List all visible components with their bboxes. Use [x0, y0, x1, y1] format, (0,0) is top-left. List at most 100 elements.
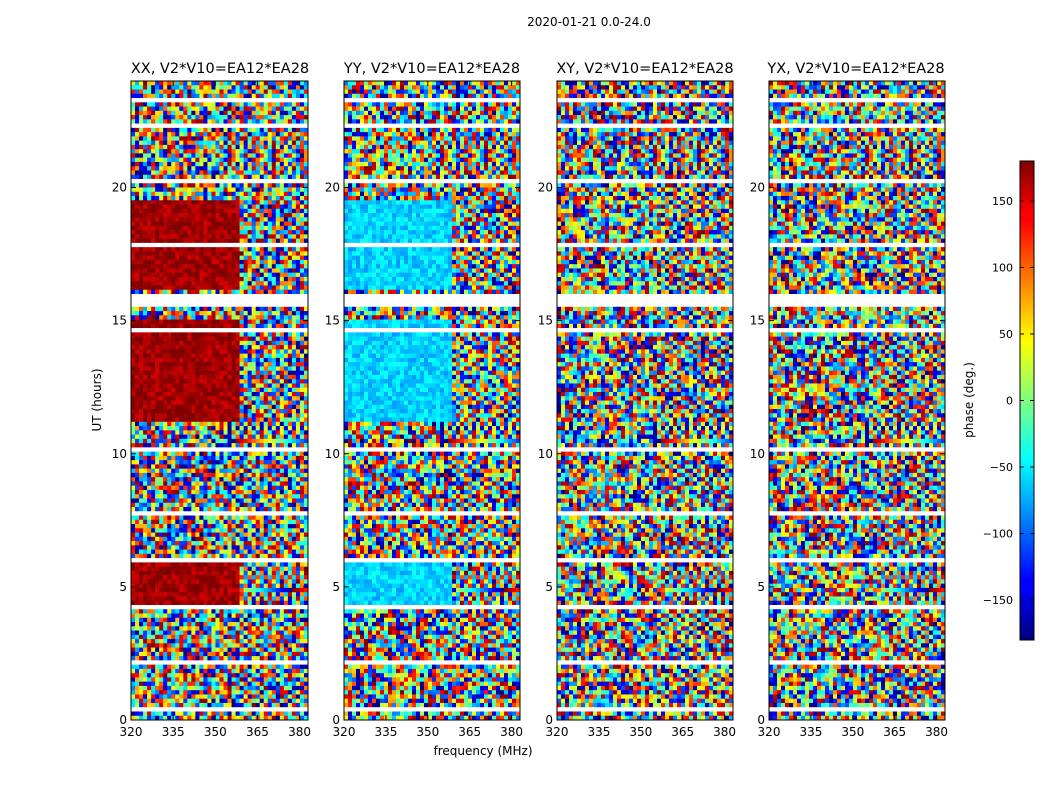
- heatmap-cell: [215, 374, 220, 380]
- heatmap-cell: [175, 247, 180, 252]
- heatmap-cell: [183, 153, 188, 158]
- heatmap-cell: [295, 391, 301, 397]
- heatmap-cell: [159, 528, 164, 533]
- heatmap-cell: [299, 140, 305, 146]
- heatmap-cell: [275, 349, 281, 354]
- heatmap-cell: [203, 285, 208, 291]
- heatmap-cell: [275, 468, 281, 474]
- heatmap-cell: [235, 170, 240, 176]
- heatmap-cell: [143, 106, 148, 112]
- heatmap-cell: [259, 106, 265, 112]
- heatmap-cell: [183, 294, 188, 299]
- heatmap-cell: [131, 383, 136, 389]
- heatmap-cell: [143, 251, 148, 256]
- heatmap-cell: [163, 102, 168, 107]
- heatmap-cell: [227, 494, 232, 499]
- heatmap-cell: [303, 489, 309, 495]
- heatmap-cell: [167, 221, 172, 227]
- heatmap-cell: [295, 196, 301, 201]
- heatmap-cell: [259, 187, 265, 193]
- heatmap-cell: [183, 119, 188, 124]
- heatmap-cell: [139, 464, 144, 469]
- heatmap-cell: [135, 191, 140, 197]
- heatmap-cell: [207, 528, 212, 533]
- heatmap-cell: [243, 464, 248, 469]
- heatmap-cell: [263, 302, 269, 308]
- heatmap-cell: [155, 247, 160, 252]
- heatmap-cell: [299, 183, 305, 188]
- heatmap-cell: [291, 98, 297, 103]
- heatmap-cell: [135, 298, 140, 303]
- heatmap-cell: [167, 489, 172, 495]
- heatmap-cell: [235, 255, 240, 261]
- heatmap-cell: [215, 221, 220, 227]
- heatmap-cell: [295, 340, 301, 346]
- heatmap-cell: [131, 251, 136, 256]
- heatmap-cell: [179, 221, 184, 227]
- heatmap-cell: [259, 127, 265, 133]
- heatmap-cell: [251, 528, 256, 533]
- heatmap-cell: [215, 106, 220, 112]
- heatmap-cell: [195, 332, 200, 337]
- heatmap-cell: [179, 340, 184, 346]
- heatmap-cell: [151, 498, 156, 504]
- heatmap-cell: [291, 153, 297, 158]
- heatmap-cell: [159, 200, 164, 205]
- heatmap-cell: [227, 362, 232, 367]
- heatmap-cell: [151, 464, 156, 469]
- heatmap-cell: [187, 264, 192, 269]
- heatmap-cell: [151, 443, 156, 448]
- heatmap-cell: [179, 93, 184, 99]
- heatmap-cell: [191, 413, 196, 418]
- heatmap-cell: [163, 455, 168, 461]
- heatmap-cell: [291, 507, 297, 512]
- heatmap-cell: [251, 213, 256, 218]
- heatmap-cell: [191, 519, 196, 525]
- heatmap-cell: [175, 451, 180, 457]
- heatmap-cell: [183, 85, 188, 90]
- heatmap-cell: [139, 315, 144, 320]
- heatmap-cell: [231, 349, 236, 354]
- heatmap-cell: [251, 383, 256, 389]
- heatmap-cell: [251, 391, 256, 397]
- heatmap-cell: [243, 191, 248, 197]
- heatmap-cell: [215, 379, 220, 384]
- heatmap-cell: [159, 421, 164, 427]
- heatmap-cell: [175, 144, 180, 150]
- heatmap-cell: [267, 259, 273, 265]
- heatmap-cell: [279, 106, 285, 112]
- heatmap-cell: [243, 528, 248, 533]
- heatmap-cell: [231, 379, 236, 384]
- heatmap-cell: [139, 481, 144, 486]
- heatmap-cell: [131, 421, 136, 427]
- heatmap-cell: [167, 536, 172, 542]
- heatmap-cell: [203, 477, 208, 482]
- heatmap-cell: [175, 225, 180, 231]
- heatmap-cell: [135, 242, 140, 248]
- heatmap-cell: [211, 166, 216, 171]
- heatmap-cell: [303, 136, 309, 141]
- heatmap-cell: [243, 413, 248, 418]
- heatmap-cell: [255, 353, 261, 359]
- heatmap-cell: [295, 81, 301, 86]
- heatmap-cell: [135, 447, 140, 452]
- heatmap-cell: [199, 404, 204, 410]
- heatmap-cell: [223, 515, 228, 521]
- heatmap-cell: [211, 276, 216, 282]
- heatmap-cell: [295, 264, 301, 269]
- heatmap-cell: [259, 115, 265, 120]
- heatmap-cell: [171, 178, 176, 184]
- heatmap-cell: [199, 400, 204, 406]
- heatmap-cell: [151, 234, 156, 239]
- heatmap-cell: [183, 268, 188, 273]
- heatmap-cell: [247, 319, 252, 325]
- heatmap-cell: [167, 204, 172, 210]
- heatmap-cell: [179, 136, 184, 141]
- heatmap-cell: [247, 558, 252, 563]
- heatmap-cell: [235, 315, 240, 320]
- heatmap-cell: [271, 345, 277, 350]
- heatmap-cell: [131, 353, 136, 359]
- heatmap-cell: [255, 187, 261, 193]
- heatmap-cell: [187, 204, 192, 210]
- heatmap-cell: [175, 119, 180, 124]
